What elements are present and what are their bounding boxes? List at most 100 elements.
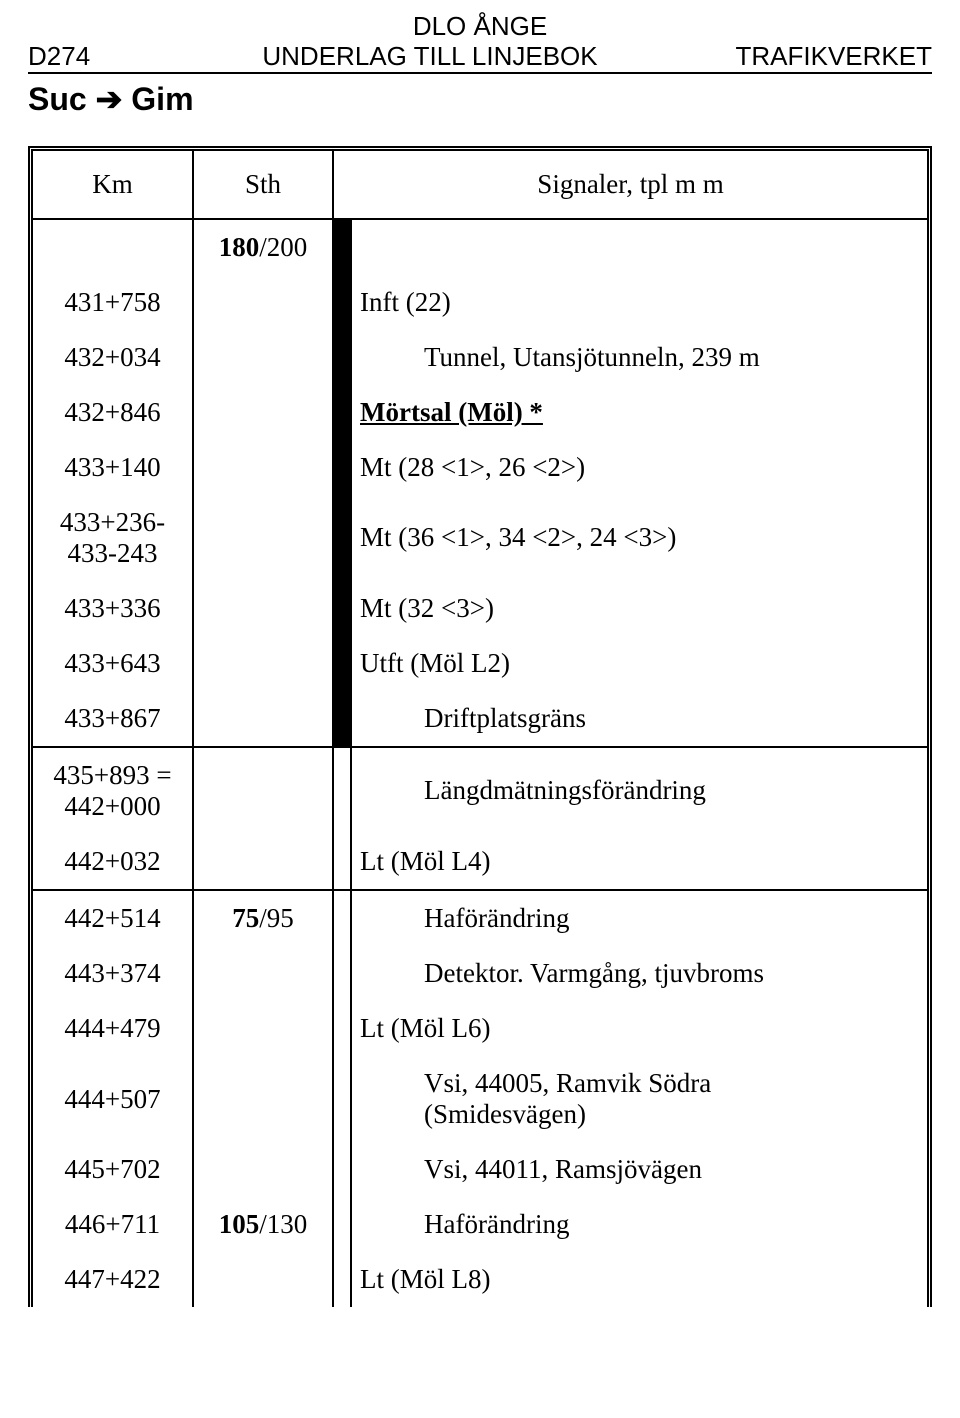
table-header-row: Km Sth Signaler, tpl m m [33,151,927,219]
table-row: 433+643 Utft (Möl L2) [33,636,927,691]
header-line2: D274 UNDERLAG TILL LINJEBOK TRAFIKVERKET [28,42,932,74]
cell-sig: Lt (Möl L6) [351,1001,927,1056]
cell-sth [193,330,333,385]
cell-sth [193,834,333,890]
cell-sth [193,385,333,440]
cell-sig: Detektor. Varmgång, tjuvbroms [351,946,927,1001]
track-bar [333,385,351,440]
data-table: Km Sth Signaler, tpl m m 180/200 431+758… [33,151,927,1307]
track-bar [333,691,351,747]
cell-sig: Tunnel, Utansjötunneln, 239 m [351,330,927,385]
table-row: 180/200 [33,219,927,275]
cell-sig: Haförändring [351,1197,927,1252]
cell-sig: Vsi, 44011, Ramsjövägen [351,1142,927,1197]
cell-km: 447+422 [33,1252,193,1307]
cell-km: 444+479 [33,1001,193,1056]
arrow-right-icon: ➔ [96,81,132,117]
track-bar-empty [333,890,351,946]
table-row: 433+867 Driftplatsgräns [33,691,927,747]
table-row: 444+479 Lt (Möl L6) [33,1001,927,1056]
route-from: Suc [28,81,87,117]
table-row: 431+758 Inft (22) [33,275,927,330]
cell-km: 442+514 [33,890,193,946]
track-bar [333,636,351,691]
page-header: DLO ÅNGE D274 UNDERLAG TILL LINJEBOK TRA… [28,12,932,74]
cell-sth [193,1001,333,1056]
page: DLO ÅNGE D274 UNDERLAG TILL LINJEBOK TRA… [0,0,960,1347]
cell-sth [193,691,333,747]
track-bar [333,219,351,275]
table-row: 433+140 Mt (28 <1>, 26 <2>) [33,440,927,495]
cell-sig: Haförändring [351,890,927,946]
cell-sig-station: Mörtsal (Möl) * [351,385,927,440]
track-bar-empty [333,1056,351,1142]
col-header-sth: Sth [193,151,333,219]
cell-km: 433+867 [33,691,193,747]
track-bar [333,330,351,385]
col-header-sig: Signaler, tpl m m [333,151,927,219]
cell-km: 445+702 [33,1142,193,1197]
route-to: Gim [131,81,193,117]
track-bar-empty [333,1252,351,1307]
cell-sth: 180/200 [193,219,333,275]
table-row: 433+336 Mt (32 <3>) [33,581,927,636]
cell-sig: Lt (Möl L4) [351,834,927,890]
header-title: UNDERLAG TILL LINJEBOK [148,42,712,72]
cell-sth [193,946,333,1001]
speed-value: 180/200 [219,232,308,262]
cell-sth [193,636,333,691]
cell-sig: Mt (36 <1>, 34 <2>, 24 <3>) [351,495,927,581]
track-bar [333,440,351,495]
cell-sig: Inft (22) [351,275,927,330]
col-header-km: Km [33,151,193,219]
cell-sth [193,495,333,581]
table-row: 435+893 = 442+000 Längdmätningsförändrin… [33,747,927,834]
cell-km: 433+643 [33,636,193,691]
cell-sth [193,581,333,636]
table-row: 443+374 Detektor. Varmgång, tjuvbroms [33,946,927,1001]
table-row: 433+236- 433-243 Mt (36 <1>, 34 <2>, 24 … [33,495,927,581]
header-agency: TRAFIKVERKET [712,42,932,72]
track-bar-empty [333,1001,351,1056]
table-row: 442+032 Lt (Möl L4) [33,834,927,890]
table-row: 442+514 75/95 Haförändring [33,890,927,946]
cell-sth [193,1252,333,1307]
cell-km: 444+507 [33,1056,193,1142]
cell-km: 433+336 [33,581,193,636]
cell-sth: 75/95 [193,890,333,946]
header-district: DLO ÅNGE [28,12,932,42]
cell-km: 433+140 [33,440,193,495]
cell-sth [193,1142,333,1197]
cell-km: 431+758 [33,275,193,330]
cell-km: 446+711 [33,1197,193,1252]
track-bar-empty [333,1197,351,1252]
track-bar [333,495,351,581]
route-line: Suc ➔ Gim [28,80,932,118]
cell-km: 432+034 [33,330,193,385]
cell-sig: Driftplatsgräns [351,691,927,747]
cell-sth [193,1056,333,1142]
table-row: 432+846 Mörtsal (Möl) * [33,385,927,440]
cell-km: 442+032 [33,834,193,890]
track-bar [333,275,351,330]
speed-value: 75/95 [232,903,294,933]
cell-sig: Längdmätningsförändring [351,747,927,834]
cell-sig: Lt (Möl L8) [351,1252,927,1307]
track-bar-empty [333,1142,351,1197]
table-frame: Km Sth Signaler, tpl m m 180/200 431+758… [28,146,932,1307]
cell-km: 433+236- 433-243 [33,495,193,581]
cell-sig: Utft (Möl L2) [351,636,927,691]
cell-sig: Mt (32 <3>) [351,581,927,636]
table-row: 447+422 Lt (Möl L8) [33,1252,927,1307]
cell-km [33,219,193,275]
cell-sth [193,747,333,834]
table-row: 446+711 105/130 Haförändring [33,1197,927,1252]
track-bar-empty [333,946,351,1001]
header-code: D274 [28,42,148,72]
cell-sig: Mt (28 <1>, 26 <2>) [351,440,927,495]
cell-sth: 105/130 [193,1197,333,1252]
cell-km: 432+846 [33,385,193,440]
track-bar-empty [333,747,351,834]
cell-sig [351,219,927,275]
cell-km: 435+893 = 442+000 [33,747,193,834]
